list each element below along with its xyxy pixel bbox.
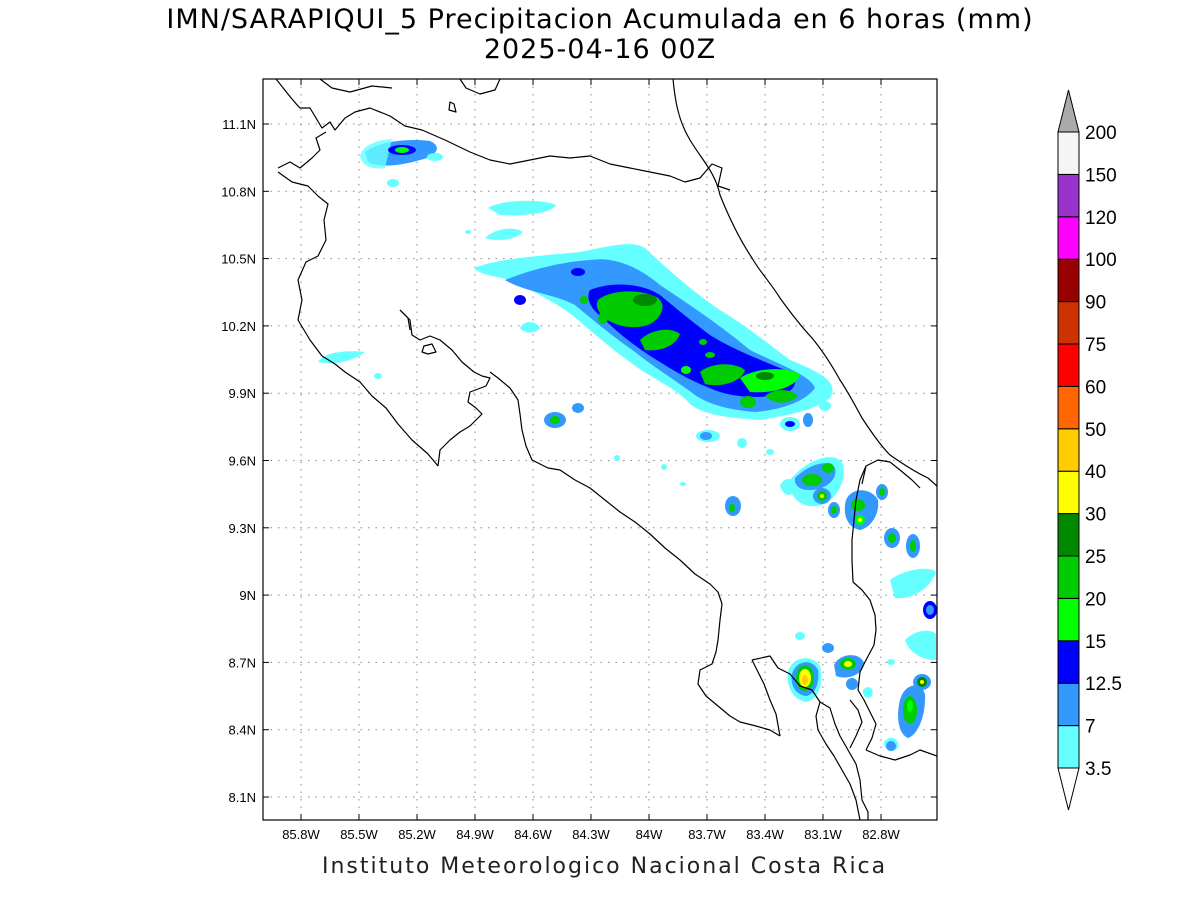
lat-tick-label: 8.7N (229, 655, 256, 670)
lat-tick-label: 11.1N (222, 117, 256, 132)
colorbar-label: 90 (1085, 293, 1106, 314)
lat-tick-label: 10.2N (221, 319, 256, 334)
colorbar-label: 120 (1085, 208, 1117, 229)
lon-tick-label: 85.8W (282, 827, 320, 842)
colorbar-label: 200 (1085, 123, 1117, 144)
map-frame-border (262, 78, 938, 821)
lon-tick-label: 82.8W (862, 827, 900, 842)
colorbar-swatch (1057, 173, 1080, 218)
colorbar-label: 75 (1085, 335, 1106, 356)
colorbar-swatch (1057, 258, 1080, 303)
latitude-ticks: 11.1N 10.8N 10.5N 10.2N 9.9N 9.6N 9.3N 9N 8.7N 8.… (221, 117, 937, 805)
rain-cell-north (360, 139, 443, 187)
rain-band-central (474, 244, 833, 420)
lon-tick-label: 85.2W (398, 827, 436, 842)
colorbar-swatch (1057, 640, 1080, 684)
lat-tick-label: 10.5N (221, 252, 256, 267)
rain-cells-osa (787, 643, 931, 751)
lon-tick-label: 83.7W (688, 827, 726, 842)
coastlines (275, 79, 937, 820)
colorbar-swatch (1057, 555, 1080, 599)
lat-tick-label: 9.3N (229, 521, 256, 536)
colorbar-label: 7 (1085, 717, 1096, 738)
colorbar-label: 150 (1085, 165, 1117, 186)
map-frame-background (263, 79, 937, 820)
lat-tick-label: 9.6N (229, 454, 256, 469)
colorbar-label: 30 (1085, 505, 1106, 526)
colorbar-swatch (1057, 343, 1080, 387)
lon-tick-label: 84.3W (572, 827, 610, 842)
precipitation-field (318, 139, 937, 751)
rain-cells-south-central (544, 401, 831, 516)
longitude-ticks: 85.8W 85.5W 85.2W 84.9W 84.6W 84.3W 84W 83.7W 83… (282, 79, 901, 842)
colorbar-bottom-arrow (1057, 767, 1080, 811)
colorbar-swatch (1057, 725, 1080, 769)
colorbar-swatch (1057, 216, 1080, 260)
map-date: 2025-04-16 00Z (483, 34, 717, 65)
colorbar-swatch (1057, 301, 1080, 345)
colorbar-swatch (1057, 131, 1080, 175)
colorbar-swatch (1057, 682, 1080, 727)
lon-tick-label: 83.1W (804, 827, 842, 842)
colorbar-label: 3.5 (1085, 759, 1111, 780)
colorbar-swatch (1057, 385, 1080, 430)
colorbar-swatch (1057, 513, 1080, 557)
lon-tick-label: 85.5W (340, 827, 378, 842)
lon-tick-label: 84W (636, 827, 663, 842)
colorbar-label: 25 (1085, 547, 1106, 568)
colorbar: 3.5 7 12.5 15 20 25 30 40 50 60 75 90 100 120 150 200 (1057, 89, 1122, 811)
lat-tick-label: 10.8N (221, 184, 256, 199)
lon-tick-label: 84.9W (456, 827, 494, 842)
lat-tick-label: 8.4N (229, 723, 256, 738)
footer-credit: Instituto Meteorologico Nacional Costa R… (322, 854, 888, 879)
colorbar-swatch (1057, 428, 1080, 472)
colorbar-label: 100 (1085, 250, 1117, 271)
rain-cells-caribbean-south (789, 457, 937, 619)
colorbar-label: 12.5 (1085, 674, 1122, 695)
colorbar-label: 20 (1085, 589, 1106, 610)
map-title: IMN/SARAPIQUI_5 Precipitacion Acumulada … (166, 4, 1034, 35)
lon-tick-label: 84.6W (514, 827, 552, 842)
lat-tick-label: 8.1N (229, 790, 256, 805)
colorbar-top-arrow (1057, 89, 1080, 133)
colorbar-label: 60 (1085, 377, 1106, 398)
colorbar-label: 15 (1085, 632, 1106, 653)
lon-tick-label: 83.4W (746, 827, 784, 842)
lat-tick-label: 9N (239, 588, 256, 603)
colorbar-swatch (1057, 597, 1080, 642)
colorbar-label: 40 (1085, 462, 1106, 483)
lat-tick-label: 9.9N (229, 386, 256, 401)
colorbar-label: 50 (1085, 420, 1106, 441)
colorbar-swatch (1057, 470, 1080, 515)
